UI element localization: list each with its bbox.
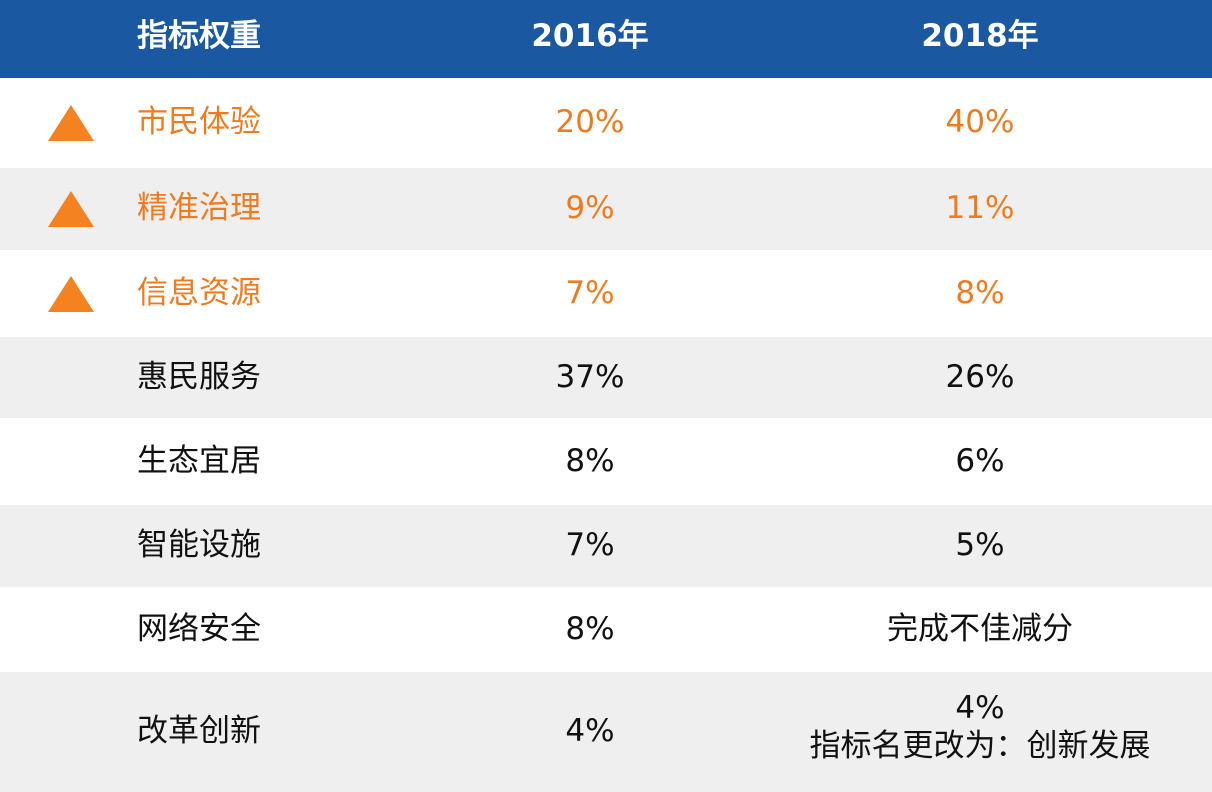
table-cell: 7% <box>565 274 615 311</box>
table-cell: 改革创新 <box>137 713 261 749</box>
table-row: 智能设施 7% 5% <box>0 505 1212 587</box>
table-cell: 8% <box>565 442 615 479</box>
table-cell: 9% <box>565 190 615 226</box>
table-cell: 20% <box>555 104 625 140</box>
table-cell: 8% <box>565 610 615 647</box>
table-cell: 4% <box>955 690 1005 726</box>
table-cell: 智能设施 <box>137 527 261 563</box>
header-cell: 2018年 <box>921 18 1039 54</box>
cell-note: 指标名更改为：创新发展 <box>809 728 1151 764</box>
marker-triangle <box>48 105 94 141</box>
table-cell: 11% <box>945 190 1015 226</box>
table-cell: 6% <box>955 442 1005 479</box>
header-cell: 2016年 <box>531 18 649 54</box>
table-cell: 网络安全 <box>137 610 261 647</box>
table-cell: 生态宜居 <box>137 442 261 479</box>
table-cell: 信息资源 <box>137 274 261 311</box>
table-cell: 惠民服务 <box>137 358 261 395</box>
table-row: 改革创新 4% 4% 指标名更改为：创新发展 <box>0 672 1212 792</box>
table-row: 市民体验 20% 40% <box>0 78 1212 168</box>
table-cell: 精准治理 <box>137 190 261 226</box>
table-cell: 完成不佳减分 <box>887 610 1073 647</box>
table-cell: 37% <box>555 358 625 395</box>
table-cell: 40% <box>945 104 1015 140</box>
table-row: 惠民服务 37% 26% <box>0 337 1212 418</box>
table-cell: 4% <box>565 713 615 749</box>
table-row: 精准治理 9% 11% <box>0 168 1212 250</box>
table-row: 信息资源 7% 8% <box>0 250 1212 337</box>
header-cell: 指标权重 <box>137 18 261 54</box>
table-row: 网络安全 8% 完成不佳减分 <box>0 587 1212 672</box>
table-cell: 26% <box>945 358 1015 395</box>
table-header: 指标权重 2016年 2018年 <box>0 0 1212 78</box>
table-cell: 5% <box>955 527 1005 563</box>
table-cell: 市民体验 <box>137 104 261 140</box>
table-cell: 7% <box>565 527 615 563</box>
table-row: 生态宜居 8% 6% <box>0 418 1212 505</box>
table-cell: 8% <box>955 274 1005 311</box>
marker-triangle <box>48 191 94 227</box>
marker-triangle <box>48 275 94 312</box>
